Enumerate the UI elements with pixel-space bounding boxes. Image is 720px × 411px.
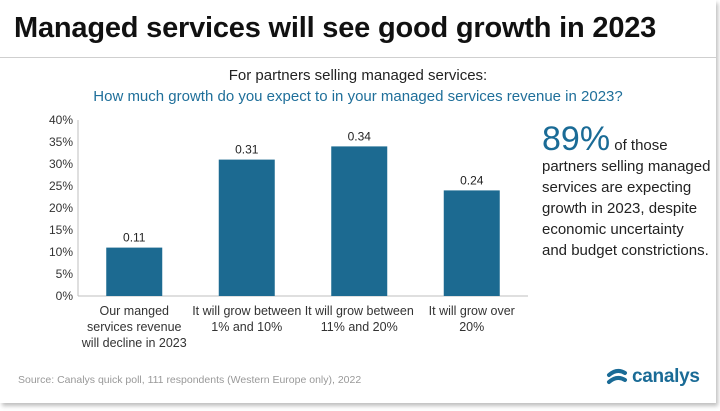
y-tick-label: 30% <box>49 157 73 171</box>
canalys-logo-icon <box>607 368 627 384</box>
y-tick-label: 25% <box>49 179 73 193</box>
bar <box>331 146 388 296</box>
title-divider <box>0 57 716 58</box>
x-tick-label: It will grow between 11% and 20% <box>304 304 414 334</box>
x-tick-label: It will grow between 1% and 10% <box>192 304 302 334</box>
chart-question: How much growth do you expect to in your… <box>93 88 623 105</box>
canalys-logo: canalys <box>606 366 700 388</box>
data-label: 0.11 <box>123 231 146 245</box>
callout: 89% of those partners selling managed se… <box>542 122 712 261</box>
y-tick-label: 15% <box>49 223 73 237</box>
callout-text-inline: of those <box>610 137 668 154</box>
y-tick-label: 35% <box>49 135 73 149</box>
chart-subtitle-intro: For partners selling managed services: <box>228 67 488 84</box>
data-label: 0.24 <box>460 173 484 187</box>
x-tick-label: Our manged services revenue will decline… <box>81 304 187 350</box>
bar-chart: 0% 5% 10% 15% 20% 25% 30% 35% 40% 0.11 0.31 0.34 0.2… <box>49 113 528 303</box>
y-tick-label: 10% <box>49 245 73 259</box>
canalys-logo-text: canalys <box>632 366 700 387</box>
bar <box>218 159 275 296</box>
data-label: 0.34 <box>348 129 372 143</box>
callout-text: partners selling managed services are ex… <box>542 158 711 259</box>
y-tick-label: 5% <box>56 267 74 281</box>
slide: Managed services will see good growth in… <box>0 12 716 388</box>
y-tick-label: 0% <box>56 289 74 303</box>
source-note: Source: Canalys quick poll, 111 responde… <box>18 374 362 386</box>
data-label: 0.31 <box>235 143 259 157</box>
x-tick-label: It will grow over 20% <box>428 304 515 334</box>
page-title: Managed services will see good growth in… <box>14 12 657 44</box>
callout-percentage: 89% <box>542 120 611 158</box>
bar <box>106 247 163 296</box>
bar <box>443 190 500 296</box>
y-tick-label: 20% <box>49 201 73 215</box>
y-tick-label: 40% <box>49 113 73 127</box>
